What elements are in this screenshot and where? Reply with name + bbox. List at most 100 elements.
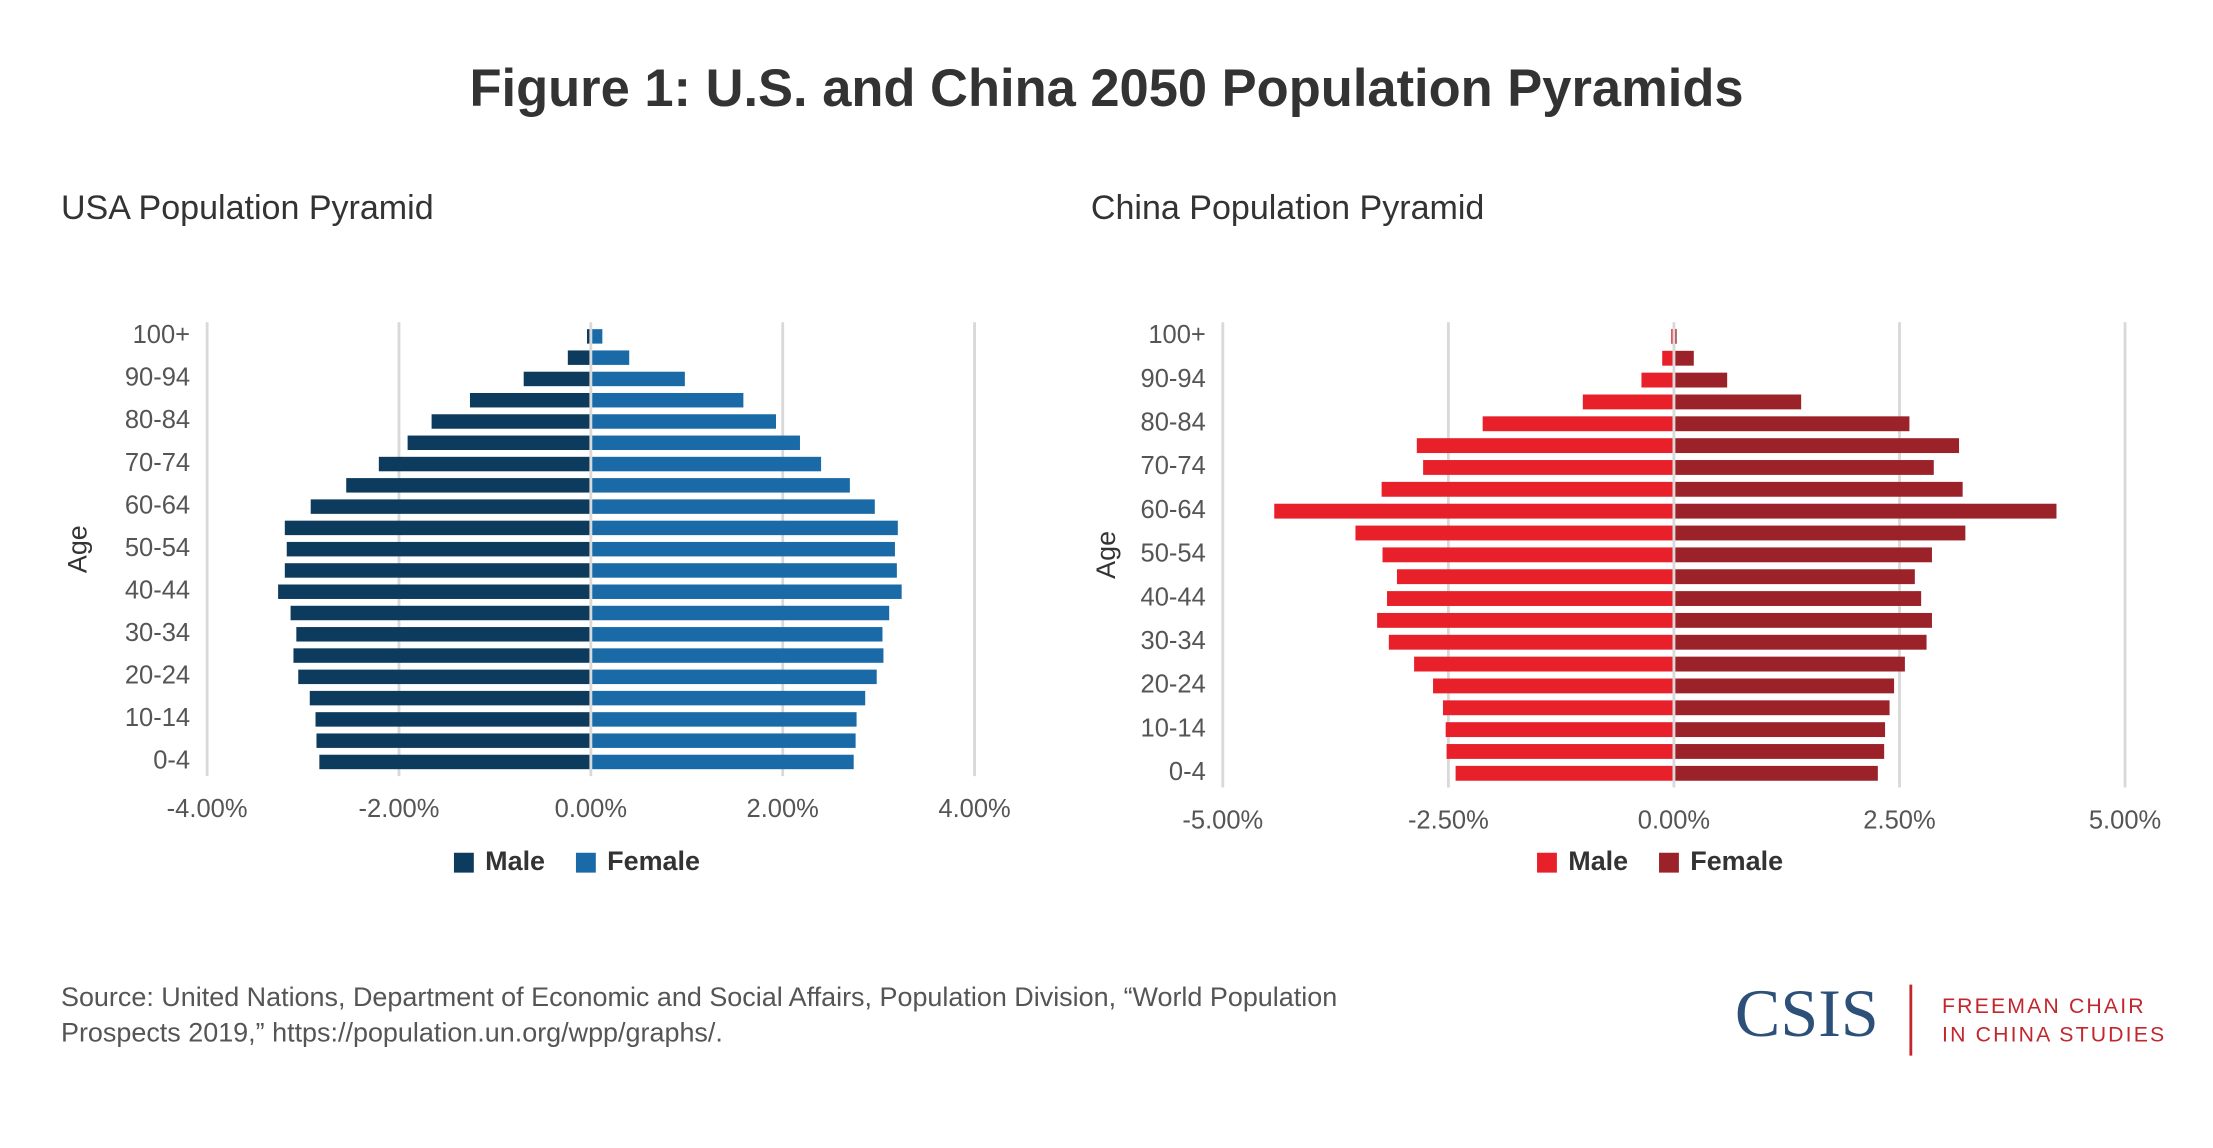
bar xyxy=(1675,722,1886,738)
legend-swatch xyxy=(453,852,474,873)
bar xyxy=(592,605,890,621)
x-tick-label: -5.00% xyxy=(1182,806,1263,834)
legend-swatch xyxy=(575,852,596,873)
bar xyxy=(407,435,590,451)
bar xyxy=(1446,744,1673,759)
bar xyxy=(378,456,590,472)
bar xyxy=(1675,634,1927,650)
y-axis-label: Age xyxy=(63,525,93,573)
x-tick-label: 0.00% xyxy=(1638,806,1710,834)
legend-label: Female xyxy=(1690,846,1783,876)
legend-label: Female xyxy=(607,846,700,876)
bar xyxy=(592,392,744,408)
bar xyxy=(1675,460,1934,475)
bar xyxy=(1377,612,1673,628)
bar xyxy=(284,563,590,578)
bar xyxy=(1675,656,1905,672)
bar xyxy=(1662,350,1673,366)
bar xyxy=(592,456,822,472)
y-tick-label: 80-84 xyxy=(1141,409,1206,437)
x-tick-label: 4.00% xyxy=(938,795,1010,823)
bar xyxy=(592,541,895,557)
bar xyxy=(1675,525,1966,541)
x-tick-label: 0.00% xyxy=(555,795,627,823)
bar xyxy=(293,648,590,663)
bar xyxy=(1381,481,1673,497)
y-tick-label: 50-54 xyxy=(1141,540,1206,568)
bar xyxy=(1675,591,1922,606)
bar xyxy=(1675,547,1932,563)
bar xyxy=(592,371,685,387)
bar xyxy=(567,350,590,365)
bar xyxy=(1675,481,1963,497)
bar xyxy=(592,478,850,493)
bar xyxy=(1675,394,1802,410)
bar xyxy=(1396,569,1673,585)
bar xyxy=(1414,656,1673,672)
bar xyxy=(1423,460,1673,475)
y-tick-label: 40-44 xyxy=(125,576,190,604)
bar xyxy=(1455,765,1673,781)
y-tick-label: 30-34 xyxy=(1141,627,1206,655)
bar xyxy=(592,754,854,770)
x-tick-label: -4.00% xyxy=(167,795,248,823)
y-tick-label: 20-24 xyxy=(125,662,190,690)
y-tick-label: 10-14 xyxy=(1141,714,1206,742)
bar xyxy=(469,392,590,408)
y-tick-label: 80-84 xyxy=(125,406,190,434)
bar xyxy=(592,520,898,536)
legend-swatch xyxy=(1659,852,1679,873)
y-tick-label: 70-74 xyxy=(1141,452,1206,480)
bar xyxy=(278,584,590,599)
y-tick-label: 70-74 xyxy=(125,449,190,477)
bar xyxy=(1675,328,1677,344)
logo-name: CSIS xyxy=(1735,975,1879,1051)
bar xyxy=(592,414,776,429)
y-tick-label: 100+ xyxy=(133,321,190,349)
x-tick-label: -2.50% xyxy=(1408,806,1489,834)
bar xyxy=(1671,328,1673,344)
bar xyxy=(592,350,630,365)
bar xyxy=(316,733,590,748)
bar xyxy=(1675,350,1694,366)
bar xyxy=(1387,591,1673,606)
bar xyxy=(346,478,590,493)
y-tick-label: 30-34 xyxy=(125,619,190,647)
bar xyxy=(1382,547,1673,563)
y-tick-label: 90-94 xyxy=(1141,365,1206,393)
bar xyxy=(1675,372,1728,388)
bar xyxy=(1675,700,1890,716)
bar xyxy=(1675,416,1910,432)
logo-text: IN CHINA STUDIES xyxy=(1942,1022,2166,1046)
bar xyxy=(290,605,590,621)
chart-title: USA Population Pyramid xyxy=(61,189,434,227)
bar xyxy=(592,733,856,748)
bar xyxy=(592,584,902,599)
x-tick-label: 2.00% xyxy=(747,795,819,823)
x-tick-label: 5.00% xyxy=(2089,806,2161,834)
bar xyxy=(592,329,603,344)
bar xyxy=(1641,372,1673,388)
bar xyxy=(1675,744,1885,759)
bar xyxy=(592,435,800,451)
bar xyxy=(592,627,883,642)
y-tick-label: 40-44 xyxy=(1141,583,1206,611)
bar xyxy=(298,669,590,685)
source-line: Prospects 2019,” https://population.un.o… xyxy=(61,1017,723,1047)
x-tick-label: 2.50% xyxy=(1863,806,1935,834)
bar xyxy=(431,414,590,429)
legend-label: Male xyxy=(1568,846,1628,876)
y-tick-label: 60-64 xyxy=(1141,496,1206,524)
bar xyxy=(1675,503,2057,519)
y-tick-label: 0-4 xyxy=(1169,758,1206,786)
source-line: Source: United Nations, Department of Ec… xyxy=(61,982,1337,1012)
bar xyxy=(592,669,877,685)
bar xyxy=(1445,722,1673,738)
bar xyxy=(310,499,590,514)
figure-title: Figure 1: U.S. and China 2050 Population… xyxy=(469,59,1743,118)
legend-swatch xyxy=(1537,852,1557,873)
bar xyxy=(1416,438,1673,454)
bar xyxy=(587,329,590,344)
bar xyxy=(1675,612,1932,628)
bar xyxy=(286,541,590,557)
